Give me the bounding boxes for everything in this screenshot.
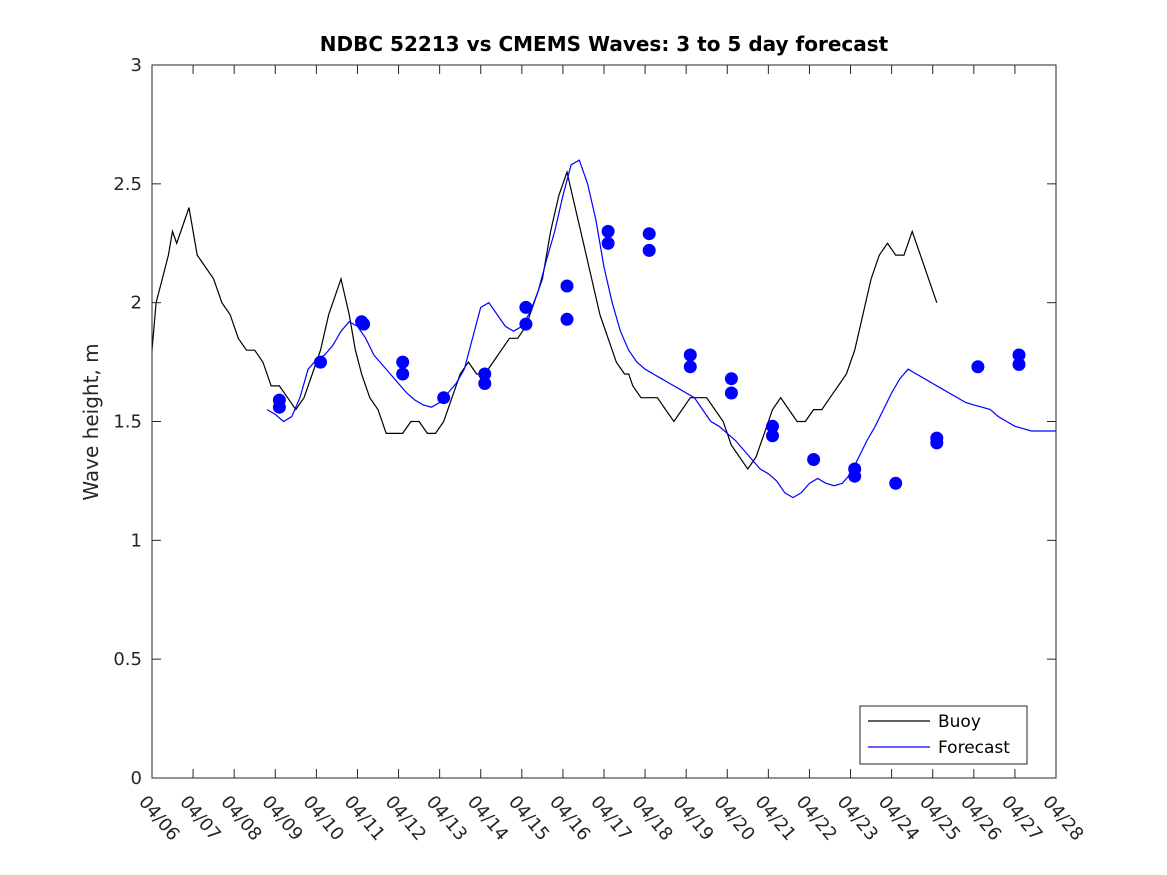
forecast-marker [642, 227, 656, 241]
legend-box [859, 705, 1028, 765]
y-tick-label: 0.5 [113, 649, 142, 670]
x-tick-label: 04/19 [668, 792, 717, 845]
forecast-marker [724, 386, 738, 400]
x-tick-label: 04/20 [709, 792, 758, 845]
x-tick-label: 04/12 [381, 792, 430, 845]
forecast-marker [642, 243, 656, 257]
plot-area [151, 65, 1056, 778]
x-tick-label: 04/23 [833, 792, 882, 845]
x-tick-label: 04/21 [751, 792, 800, 845]
forecast-marker [519, 300, 533, 314]
x-tick-label: 04/18 [627, 792, 676, 845]
forecast-marker [478, 377, 492, 390]
y-tick-label: 2 [131, 293, 142, 314]
chart-title: NDBC 52213 vs CMEMS Waves: 3 to 5 day fo… [320, 32, 889, 56]
x-tick-label: 04/25 [915, 792, 964, 845]
forecast-marker [396, 367, 410, 381]
x-tick-label: 04/14 [463, 792, 512, 845]
forecast-marker [1012, 358, 1026, 371]
forecast-marker [848, 469, 862, 483]
forecast-marker [766, 429, 779, 443]
y-tick-label: 2.5 [113, 174, 142, 195]
forecast-marker [807, 453, 821, 466]
y-tick-label: 1 [131, 530, 142, 551]
legend-label-buoy: Buoy [938, 712, 981, 732]
forecast-marker [601, 236, 615, 250]
x-tick-label: 04/06 [134, 792, 183, 845]
x-tick-label: 04/09 [257, 792, 306, 845]
forecast-marker [1012, 348, 1026, 362]
x-tick-label: 04/15 [504, 792, 553, 845]
legend: Buoy Forecast [859, 705, 1028, 765]
x-tick-label: 04/27 [997, 792, 1046, 845]
forecast-marker [437, 391, 451, 405]
x-tick-label: 04/26 [956, 792, 1005, 845]
x-tick-label: 04/13 [422, 792, 471, 845]
x-tick-label: 04/28 [1038, 792, 1087, 845]
x-tick-label: 04/16 [545, 792, 594, 845]
x-tick-label: 04/17 [586, 792, 635, 845]
legend-label-forecast: Forecast [938, 738, 1010, 758]
forecast-marker [314, 355, 327, 369]
forecast-marker [519, 317, 533, 331]
forecast-marker [357, 317, 371, 331]
forecast-marker [601, 224, 615, 238]
forecast-marker [724, 372, 738, 386]
series-line-buoy [151, 169, 938, 471]
forecast-marker [971, 360, 985, 374]
forecast-marker [478, 367, 492, 381]
y-tick-label: 1.5 [113, 412, 142, 433]
x-tick-label: 04/22 [792, 792, 841, 845]
forecast-marker [396, 355, 410, 369]
forecast-marker [683, 360, 697, 374]
x-tick-label: 04/10 [299, 792, 348, 845]
forecast-marker [766, 419, 779, 433]
x-tick-label: 04/08 [216, 792, 265, 845]
x-tick-label: 04/24 [874, 792, 923, 845]
x-tick-label: 04/11 [340, 792, 389, 845]
forecast-marker [683, 348, 697, 362]
forecast-marker [930, 436, 944, 450]
y-tick-label: 0 [131, 768, 142, 789]
forecast-marker [889, 476, 903, 490]
y-tick-label: 3 [131, 55, 142, 76]
forecast-marker [560, 312, 574, 326]
forecast-marker [560, 279, 574, 293]
x-tick-label: 04/07 [175, 792, 224, 845]
y-axis-label: Wave height, m [79, 343, 103, 500]
plot-background [152, 65, 1056, 778]
series-line-forecast [266, 159, 1056, 499]
forecast-marker [272, 400, 286, 414]
